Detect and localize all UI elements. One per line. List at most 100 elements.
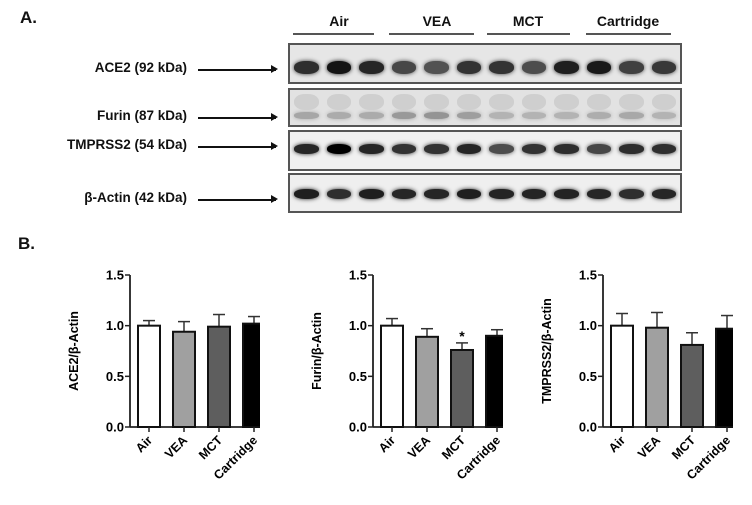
y-tick-label: 0.5: [349, 369, 367, 384]
blot-band: [554, 61, 579, 74]
blot-band: [554, 112, 579, 119]
significance-marker: *: [459, 328, 465, 344]
blot-band: [554, 189, 579, 199]
blot-smear: [489, 94, 514, 110]
blot-band: [456, 112, 481, 119]
blot-tmprss2: [288, 130, 682, 171]
bar-vea: [645, 326, 669, 428]
y-tick-label: 1.5: [349, 268, 367, 283]
blot-beta-actin: [288, 173, 682, 213]
arrow-beta-actin-icon: [198, 196, 278, 202]
blot-band: [424, 61, 449, 74]
blot-band: [554, 144, 579, 154]
label-beta-actin: β-Actin (42 kDa): [84, 190, 187, 205]
y-axis-label: TMPRSS2/β-Actin: [540, 298, 554, 404]
blot-band: [326, 112, 351, 119]
x-tick-label: Air: [376, 433, 398, 455]
arrow-ace2-icon: [198, 66, 278, 72]
group-label-air: Air: [329, 13, 349, 29]
blot-band: [651, 189, 676, 199]
blot-smear: [651, 94, 676, 110]
blot-band: [391, 144, 416, 154]
blot-band: [424, 112, 449, 119]
blot-ace2: [288, 43, 682, 84]
bar-mct: [680, 343, 704, 428]
bar-cartridge: [485, 334, 503, 428]
label-tmprss2: TMPRSS2 (54 kDa): [66, 137, 187, 152]
x-tick-label: VEA: [162, 433, 190, 461]
x-tick-label: VEA: [405, 433, 433, 461]
blot-band: [619, 112, 644, 119]
label-furin: Furin (87 kDa): [96, 108, 187, 123]
blot-band: [424, 144, 449, 154]
blot-band: [586, 144, 611, 154]
panel-b-letter: B.: [18, 234, 35, 253]
y-tick-label: 1.5: [106, 268, 124, 283]
blot-band: [619, 144, 644, 154]
bar-vea: [415, 335, 439, 428]
x-tick-label: VEA: [635, 433, 663, 461]
bar-mct: [450, 348, 474, 428]
bar-air: [610, 324, 634, 429]
blot-smear: [326, 94, 351, 110]
blot-band: [619, 189, 644, 199]
blot-band: [294, 61, 319, 74]
y-tick-label: 0.0: [579, 420, 597, 435]
blot-band: [489, 144, 514, 154]
blot-band: [489, 112, 514, 119]
y-tick-label: 1.0: [349, 318, 367, 333]
bar-air: [380, 324, 404, 429]
blot-smear: [619, 94, 644, 110]
blot-band: [294, 112, 319, 119]
group-underline-vea: [389, 33, 474, 35]
blot-smear: [391, 94, 416, 110]
blot-band: [521, 144, 546, 154]
blot-band: [326, 144, 351, 154]
bar-cartridge: [715, 327, 733, 428]
blot-band: [586, 112, 611, 119]
y-tick-label: 0.5: [106, 369, 124, 384]
blot-band: [521, 189, 546, 199]
y-tick-label: 1.5: [579, 268, 597, 283]
arrow-tmprss2-icon: [198, 143, 278, 149]
group-label-cartridge: Cartridge: [596, 13, 660, 29]
blot-band: [619, 61, 644, 74]
blot-band: [521, 112, 546, 119]
blot-band: [359, 144, 384, 154]
x-tick-label: MCT: [196, 433, 225, 462]
x-tick-label: Air: [133, 433, 155, 455]
blot-band: [586, 189, 611, 199]
blot-smear: [521, 94, 546, 110]
blot-band: [651, 144, 676, 154]
blot-band: [489, 189, 514, 199]
blot-band: [489, 61, 514, 74]
blot-band: [294, 144, 319, 154]
blot-band: [456, 144, 481, 154]
blot-band: [391, 189, 416, 199]
blot-smear: [554, 94, 579, 110]
blot-band: [456, 61, 481, 74]
group-underline-air: [293, 33, 374, 35]
y-tick-label: 0.0: [106, 420, 124, 435]
blot-band: [521, 61, 546, 74]
blot-band: [294, 189, 319, 199]
y-tick-label: 0.0: [349, 420, 367, 435]
blot-smear: [586, 94, 611, 110]
y-tick-label: 0.5: [579, 369, 597, 384]
blot-band: [651, 61, 676, 74]
blot-band: [391, 112, 416, 119]
blot-band: [326, 189, 351, 199]
x-tick-label: MCT: [669, 433, 698, 462]
blot-band: [359, 112, 384, 119]
blot-smear: [424, 94, 449, 110]
bar-vea: [172, 330, 196, 428]
group-underline-mct: [487, 33, 570, 35]
bar-cartridge: [242, 322, 260, 428]
group-label-vea: VEA: [422, 13, 452, 29]
x-tick-label: MCT: [439, 433, 468, 462]
blot-furin: [288, 88, 682, 127]
blot-band: [456, 189, 481, 199]
bar-air: [137, 324, 161, 429]
y-tick-label: 1.0: [579, 318, 597, 333]
